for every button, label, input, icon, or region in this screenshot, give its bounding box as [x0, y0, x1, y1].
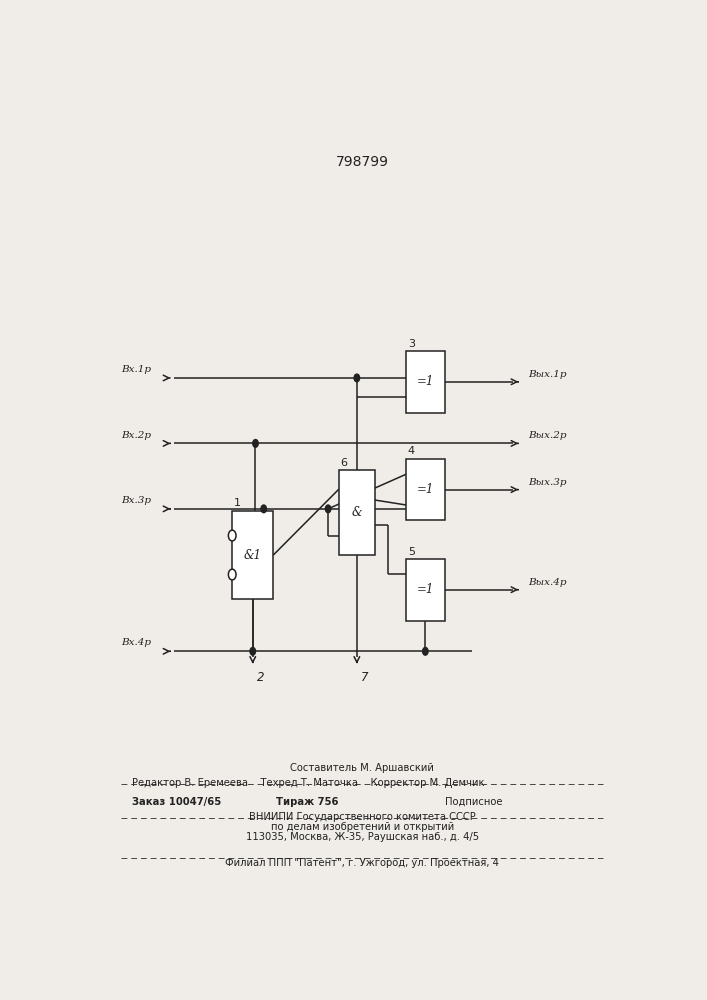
Text: 4: 4	[408, 446, 415, 456]
Circle shape	[423, 647, 428, 655]
Circle shape	[250, 647, 255, 655]
Text: Вых.2р: Вых.2р	[528, 431, 566, 440]
Text: ВНИИПИ Государственного комитета СССР: ВНИИПИ Государственного комитета СССР	[249, 812, 476, 822]
Text: Заказ 10047/65: Заказ 10047/65	[132, 797, 221, 807]
Text: Подписное: Подписное	[445, 797, 502, 807]
Text: Редактор В. Еремеева    Техред Т. Маточка    Корректор М. Демчик: Редактор В. Еремеева Техред Т. Маточка К…	[132, 778, 485, 788]
Text: =1: =1	[416, 375, 434, 388]
Bar	[407, 459, 445, 520]
Text: Вх.2р: Вх.2р	[122, 431, 151, 440]
Text: Вых.1р: Вых.1р	[528, 370, 566, 379]
Circle shape	[228, 569, 236, 580]
Circle shape	[261, 505, 267, 513]
Bar	[407, 351, 445, 413]
Text: 5: 5	[408, 547, 415, 557]
Text: Вх.3р: Вх.3р	[122, 496, 151, 505]
Text: по делам изобретений и открытий: по делам изобретений и открытий	[271, 822, 454, 832]
Text: Филиал ППП "Патент", г. Ужгород, ул. Проектная, 4: Филиал ППП "Патент", г. Ужгород, ул. Про…	[226, 858, 499, 868]
Text: Вых.3р: Вых.3р	[528, 478, 566, 487]
Text: 1: 1	[234, 498, 241, 508]
Text: 6: 6	[341, 458, 348, 468]
Bar	[232, 511, 274, 599]
Text: Тираж 756: Тираж 756	[276, 797, 339, 807]
Text: 7: 7	[361, 671, 369, 684]
Text: 798799: 798799	[336, 155, 389, 169]
Text: Вх.1р: Вх.1р	[122, 365, 151, 374]
Bar	[339, 470, 375, 555]
Text: &1: &1	[244, 549, 262, 562]
Bar	[407, 559, 445, 620]
Circle shape	[253, 440, 258, 447]
Text: =1: =1	[416, 483, 434, 496]
Text: Вых.4р: Вых.4р	[528, 578, 566, 587]
Text: =1: =1	[416, 583, 434, 596]
Circle shape	[354, 374, 360, 382]
Text: 3: 3	[408, 339, 415, 349]
Text: Составитель М. Аршавский: Составитель М. Аршавский	[291, 763, 434, 773]
Circle shape	[325, 505, 331, 513]
Text: 2: 2	[257, 671, 264, 684]
Text: Вх.4р: Вх.4р	[122, 638, 151, 647]
Text: 113035, Москва, Ж-35, Раушская наб., д. 4/5: 113035, Москва, Ж-35, Раушская наб., д. …	[246, 832, 479, 842]
Circle shape	[228, 530, 236, 541]
Text: &: &	[351, 506, 362, 519]
